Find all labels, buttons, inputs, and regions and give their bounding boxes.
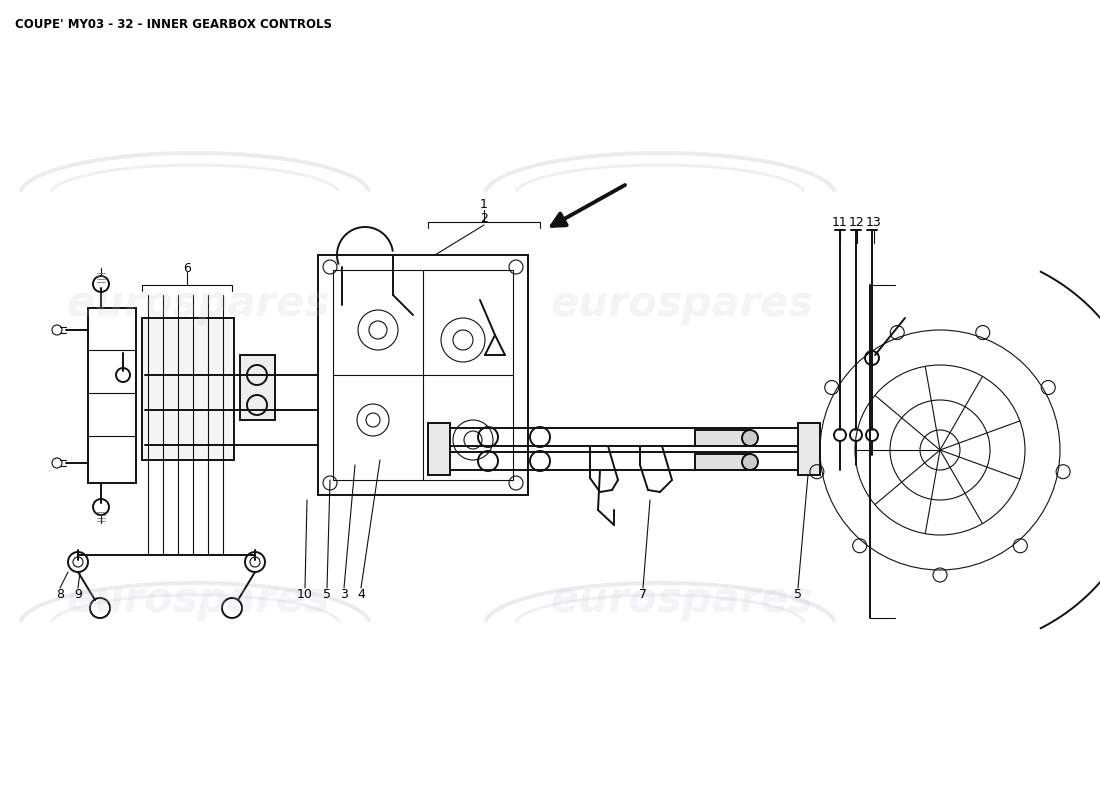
Text: 11: 11 bbox=[832, 217, 848, 230]
Bar bbox=[145, 400, 230, 412]
Text: 1: 1 bbox=[480, 198, 488, 211]
Bar bbox=[695, 454, 750, 470]
Circle shape bbox=[742, 430, 758, 446]
Text: 3: 3 bbox=[340, 589, 348, 602]
Bar bbox=[88, 308, 136, 483]
Bar bbox=[333, 270, 513, 480]
Bar bbox=[428, 423, 450, 475]
Bar bbox=[428, 452, 818, 470]
Text: eurospares: eurospares bbox=[550, 579, 814, 621]
Text: eurospares: eurospares bbox=[66, 579, 330, 621]
Text: COUPE' MY03 - 32 - INNER GEARBOX CONTROLS: COUPE' MY03 - 32 - INNER GEARBOX CONTROL… bbox=[15, 18, 332, 31]
Bar bbox=[798, 423, 820, 475]
Text: 5: 5 bbox=[794, 589, 802, 602]
Text: 8: 8 bbox=[56, 589, 64, 602]
Circle shape bbox=[742, 454, 758, 470]
Text: 9: 9 bbox=[74, 589, 81, 602]
Text: 13: 13 bbox=[866, 217, 882, 230]
Text: 12: 12 bbox=[849, 217, 865, 230]
Text: eurospares: eurospares bbox=[66, 283, 330, 325]
Bar bbox=[145, 324, 230, 336]
Bar bbox=[142, 318, 234, 460]
Bar bbox=[318, 255, 528, 495]
Text: 2: 2 bbox=[480, 211, 488, 225]
Text: 10: 10 bbox=[297, 589, 312, 602]
Text: 5: 5 bbox=[323, 589, 331, 602]
Text: 7: 7 bbox=[639, 589, 647, 602]
Text: eurospares: eurospares bbox=[550, 283, 814, 325]
Bar bbox=[695, 430, 750, 446]
Bar bbox=[145, 438, 230, 450]
Bar bbox=[428, 428, 818, 446]
Bar bbox=[240, 355, 275, 420]
Bar bbox=[145, 362, 230, 374]
Text: 4: 4 bbox=[358, 589, 365, 602]
Text: 6: 6 bbox=[183, 262, 191, 274]
